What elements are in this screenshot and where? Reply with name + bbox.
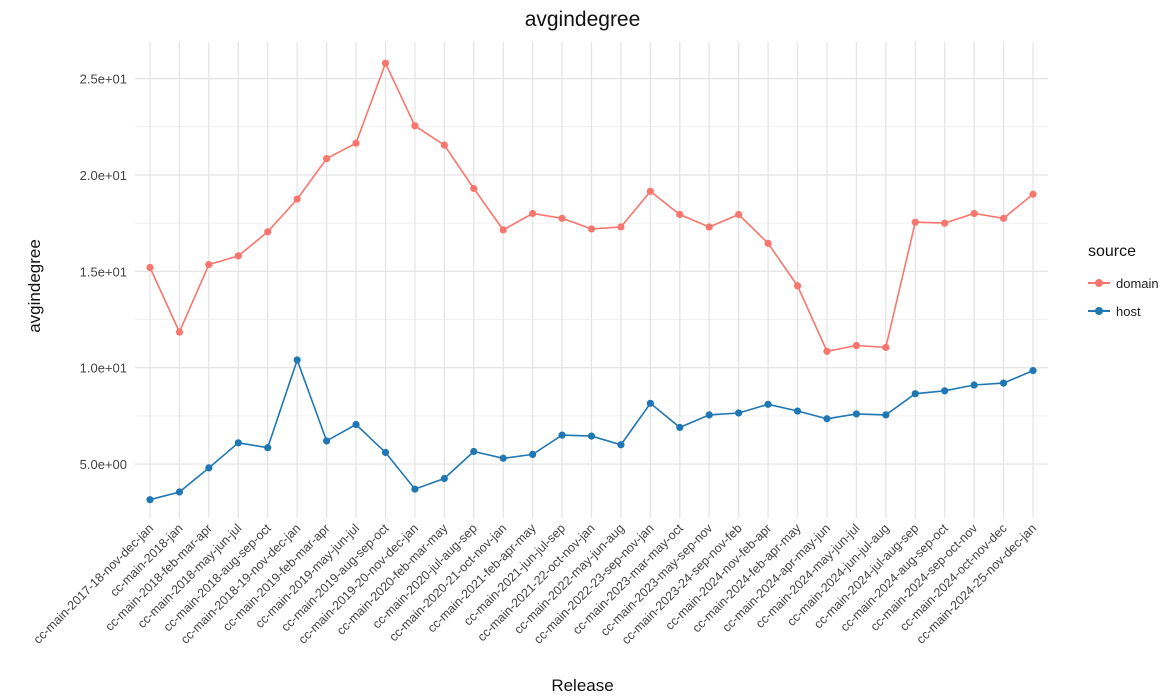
legend-item-domain: domain [1088,269,1159,297]
data-point-host [323,437,331,445]
y-tick-label: 1.0e+01 [80,361,127,376]
data-point-domain [293,195,301,203]
data-point-host [911,390,919,398]
y-tick-label: 1.5e+01 [80,264,127,279]
data-point-domain [941,219,949,227]
data-point-host [882,411,890,419]
legend-key-domain-icon [1088,275,1110,291]
data-point-domain [381,59,390,67]
data-point-domain [323,154,331,163]
y-tick-label: 5.0e+00 [80,457,127,472]
y-axis-title: avgindegree [25,239,44,333]
data-point-host [823,415,831,423]
data-point-host [646,399,654,407]
legend-key-host-icon [1088,303,1110,319]
data-point-host [852,410,861,418]
legend-item-host: host [1088,297,1159,325]
series-points [146,59,1037,504]
data-point-domain [852,341,861,350]
data-point-host [970,381,978,389]
y-tick-label: 2.5e+01 [80,72,127,87]
data-point-domain [764,239,772,247]
data-point-host [617,441,625,449]
data-point-host [499,454,507,462]
data-point-domain [234,252,242,260]
legend-title: source [1088,243,1137,260]
data-point-host [1029,366,1037,375]
data-point-domain [911,218,919,226]
data-point-host [705,411,713,419]
data-point-host [352,420,360,429]
data-point-domain [587,225,596,233]
data-point-host [735,409,743,417]
data-point-domain [617,223,625,231]
data-point-domain [999,214,1008,222]
data-point-domain [558,214,566,222]
data-point-host [470,447,478,456]
data-point-domain [440,141,448,149]
data-point-domain [793,282,802,290]
data-point-host [941,387,949,395]
data-point-host [529,450,537,459]
data-point-domain [146,263,154,272]
data-point-domain [499,226,507,234]
legend-label-host: host [1116,303,1141,319]
data-point-domain [705,223,713,231]
data-point-domain [529,209,537,218]
data-point-host [999,379,1008,387]
x-axis-title: Release [551,676,614,695]
data-point-domain [352,139,360,147]
grid-lines [135,42,1048,518]
data-point-host [558,431,566,439]
data-point-host [440,474,448,483]
data-point-domain [646,187,654,195]
data-point-domain [264,228,272,236]
data-point-host [411,485,419,493]
y-axis: 5.0e+00 1.0e+01 1.5e+01 2.0e+01 2.5e+01 [80,72,127,472]
x-axis: cc-main-2017-18-nov-dec-jancc-main-2018-… [31,521,1039,647]
data-point-domain [970,209,978,218]
data-point-host [146,496,154,504]
data-point-host [205,464,213,472]
data-point-domain [470,184,478,193]
data-point-domain [823,347,831,355]
legend-label-domain: domain [1116,275,1159,291]
data-point-host [764,400,772,408]
data-point-host [793,407,802,415]
data-point-host [587,432,596,440]
data-point-host [234,439,242,447]
data-point-host [264,444,272,452]
data-point-domain [411,122,419,130]
data-point-domain [676,210,684,219]
data-point-domain [1029,190,1037,198]
data-point-domain [205,260,213,269]
data-point-host [676,423,684,432]
data-point-host [381,448,390,457]
legend: source domain host [1088,243,1159,325]
chart-title: avgindegree [524,8,641,31]
x-tick-label: cc-main-2017-18-nov-dec-jan [31,521,156,646]
data-point-domain [735,210,743,219]
y-tick-label: 2.0e+01 [80,168,127,183]
data-point-host [293,356,301,364]
data-point-domain [175,328,184,336]
data-point-domain [882,343,890,352]
data-point-host [175,488,184,496]
